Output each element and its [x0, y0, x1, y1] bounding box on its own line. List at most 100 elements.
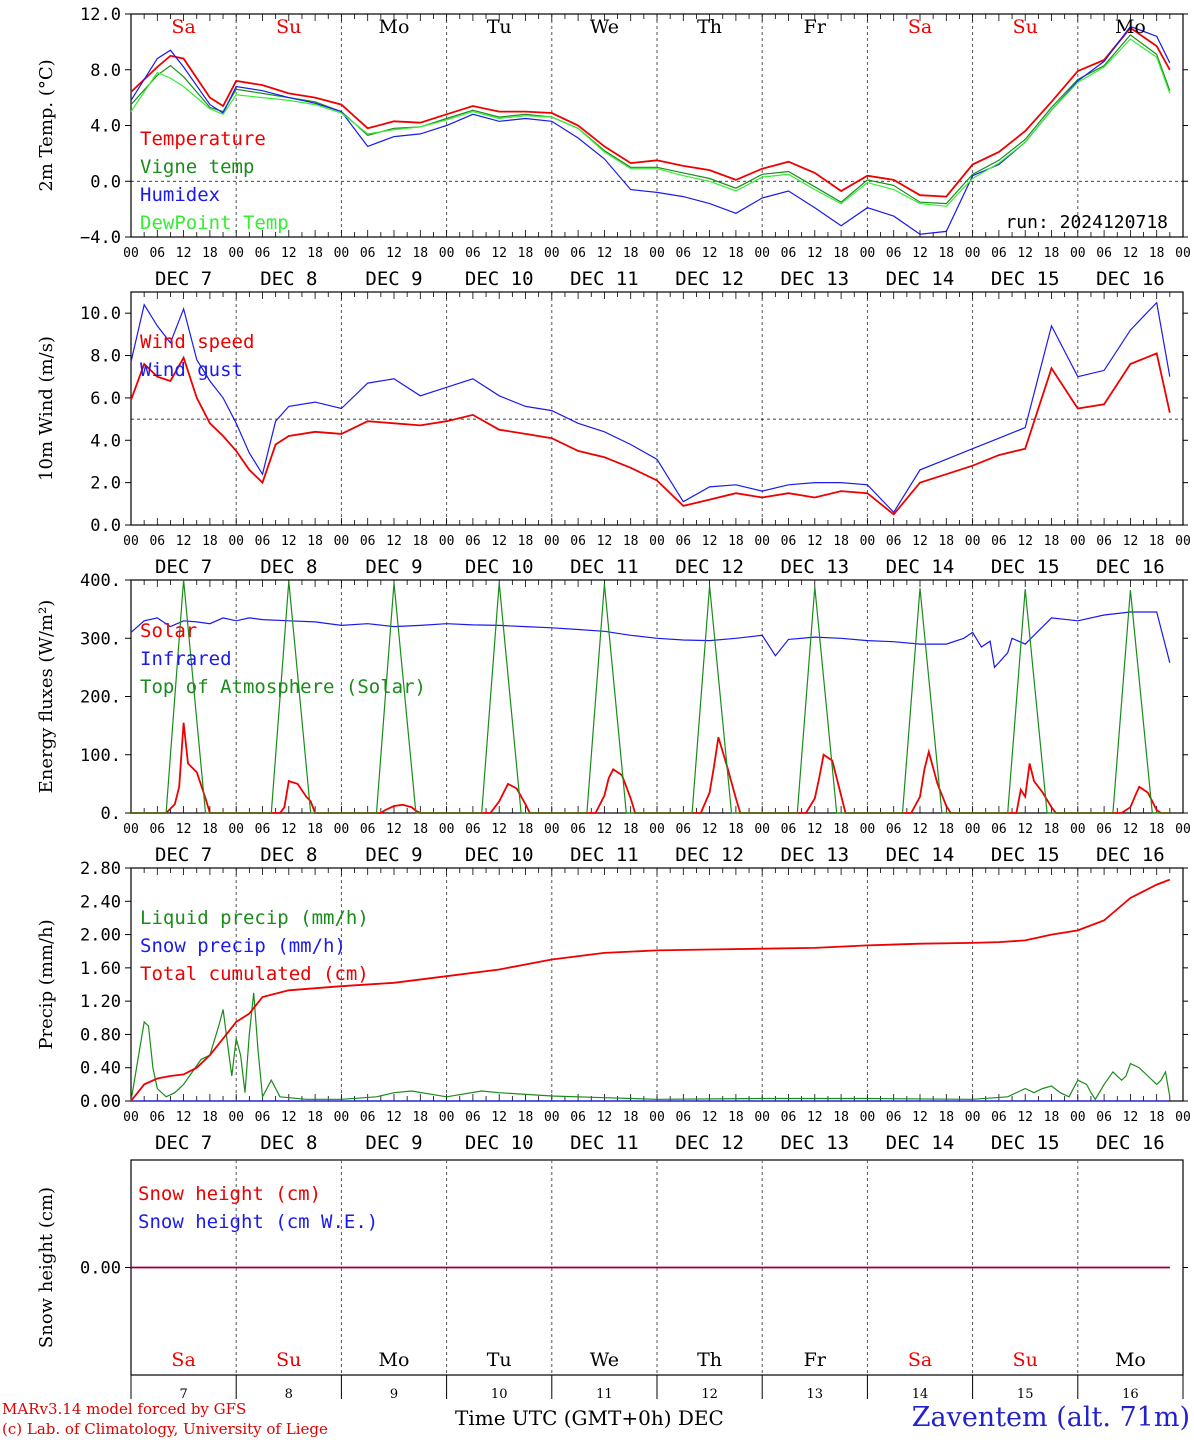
- hour-tick-label: 06: [886, 1110, 902, 1125]
- hour-tick-label: 12: [1017, 534, 1033, 549]
- day-number-label: 11: [596, 1387, 613, 1402]
- panel-temp: −4.0 0.0 4.0 8.0 12.0 2m Temp. (°C) Temperatur…: [36, 5, 1191, 290]
- hour-tick-label: 00: [860, 246, 876, 261]
- y-tick-label: 0.: [101, 804, 121, 824]
- day-of-week-label: Sa: [171, 16, 195, 38]
- date-label: DEC 10: [465, 556, 534, 578]
- day-of-week-label: Fr: [804, 16, 827, 38]
- hour-tick-label: 18: [307, 534, 323, 549]
- legend-entry: DewPoint Temp: [140, 212, 289, 234]
- hour-tick-label: 06: [255, 246, 271, 261]
- hour-tick-label: 12: [491, 1110, 507, 1125]
- hour-tick-label: 18: [728, 1110, 744, 1125]
- date-label: DEC 14: [886, 268, 955, 290]
- hour-tick-label: 18: [202, 1110, 218, 1125]
- day-of-week-label: Su: [276, 1349, 301, 1371]
- series-line-humidex: [130, 25, 1171, 235]
- hour-tick-label: 12: [702, 822, 718, 837]
- hour-tick-label: 12: [912, 822, 928, 837]
- day-number-label: 14: [912, 1387, 929, 1402]
- hour-tick-label: 12: [807, 822, 823, 837]
- hour-tick-label: 18: [518, 822, 534, 837]
- hour-tick-label: 06: [991, 822, 1007, 837]
- plot-frame: [130, 13, 1184, 238]
- date-label: DEC 11: [570, 556, 639, 578]
- hour-tick-label: 06: [570, 822, 586, 837]
- date-label: DEC 11: [570, 268, 639, 290]
- hour-tick-label: 18: [1149, 822, 1165, 837]
- day-number-label: 12: [701, 1387, 718, 1402]
- hour-tick-label: 18: [728, 246, 744, 261]
- date-label: DEC 15: [991, 844, 1060, 866]
- hour-tick-label: 06: [781, 534, 797, 549]
- date-label: DEC 10: [465, 268, 534, 290]
- hour-tick-label: 00: [228, 1110, 244, 1125]
- legend-entry: Snow precip (mm/h): [140, 935, 346, 957]
- hour-tick-label: 12: [281, 246, 297, 261]
- hour-tick-label: 00: [439, 534, 455, 549]
- date-label: DEC 11: [570, 844, 639, 866]
- hour-tick-label: 00: [754, 822, 770, 837]
- day-of-week-label: Th: [697, 1349, 722, 1371]
- hour-tick-label: 00: [1175, 534, 1191, 549]
- hour-tick-label: 18: [307, 822, 323, 837]
- hour-tick-label: 12: [702, 534, 718, 549]
- hour-tick-label: 18: [833, 1110, 849, 1125]
- hour-tick-label: 18: [938, 534, 954, 549]
- hour-tick-label: 18: [833, 246, 849, 261]
- date-label: DEC 14: [886, 556, 955, 578]
- day-of-week-label: Sa: [908, 1349, 932, 1371]
- hour-tick-label: 00: [123, 822, 139, 837]
- day-of-week-label: Su: [1013, 16, 1038, 38]
- y-tick-label: 100.: [80, 746, 121, 766]
- hour-tick-label: 06: [149, 822, 165, 837]
- y-tick-label: 300.: [80, 629, 121, 649]
- hour-tick-label: 12: [281, 822, 297, 837]
- hour-tick-label: 06: [886, 822, 902, 837]
- hour-tick-label: 06: [570, 246, 586, 261]
- day-of-week-label: Su: [276, 16, 301, 38]
- y-tick-label: 2.0: [90, 474, 121, 494]
- date-label: DEC 14: [886, 1132, 955, 1154]
- y-axis-label: Precip (mm/h): [36, 919, 57, 1049]
- hour-tick-label: 18: [728, 822, 744, 837]
- hour-tick-label: 00: [1175, 822, 1191, 837]
- day-of-week-label: Mo: [379, 16, 410, 38]
- date-label: DEC 8: [260, 844, 317, 866]
- hour-tick-label: 00: [544, 246, 560, 261]
- hour-tick-label: 00: [228, 822, 244, 837]
- hour-tick-label: 00: [439, 246, 455, 261]
- hour-tick-label: 18: [1149, 1110, 1165, 1125]
- hour-tick-label: 06: [991, 534, 1007, 549]
- date-label: DEC 12: [675, 556, 744, 578]
- hour-tick-label: 06: [675, 534, 691, 549]
- date-label: DEC 16: [1096, 1132, 1165, 1154]
- hour-tick-label: 00: [1070, 246, 1086, 261]
- day-of-week-label: Su: [1013, 1349, 1038, 1371]
- y-tick-label: 4.0: [90, 117, 121, 137]
- hour-tick-label: 06: [465, 246, 481, 261]
- hour-tick-label: 12: [1123, 1110, 1139, 1125]
- hour-tick-label: 18: [728, 534, 744, 549]
- hour-tick-label: 18: [412, 246, 428, 261]
- y-tick-label: −4.0: [80, 228, 121, 248]
- y-tick-label: 200.: [80, 688, 121, 708]
- hour-tick-label: 00: [334, 822, 350, 837]
- hour-tick-label: 06: [465, 1110, 481, 1125]
- legend-entry: Wind speed: [140, 331, 254, 353]
- y-tick-label: 0.80: [80, 1025, 121, 1045]
- hour-tick-label: 00: [860, 822, 876, 837]
- y-axis-label: Energy fluxes (W/m²): [36, 600, 57, 794]
- hour-tick-label: 06: [1096, 1110, 1112, 1125]
- run-label: run: 2024120718: [1005, 212, 1168, 233]
- hour-tick-label: 12: [912, 1110, 928, 1125]
- hour-tick-label: 18: [833, 534, 849, 549]
- date-label: DEC 11: [570, 1132, 639, 1154]
- hour-tick-label: 12: [1123, 822, 1139, 837]
- hour-tick-label: 18: [833, 822, 849, 837]
- hour-tick-label: 06: [149, 534, 165, 549]
- hour-tick-label: 12: [281, 1110, 297, 1125]
- y-tick-label: 0.00: [80, 1259, 121, 1279]
- hour-tick-label: 18: [307, 246, 323, 261]
- date-label: DEC 13: [780, 844, 849, 866]
